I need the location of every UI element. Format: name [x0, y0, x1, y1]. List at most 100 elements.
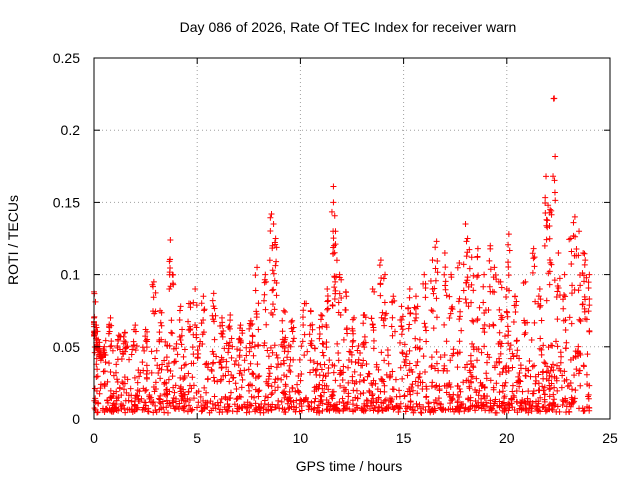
- data-point: [113, 361, 120, 368]
- data-point: [265, 353, 272, 360]
- data-point: [398, 323, 405, 330]
- data-point: [317, 392, 324, 399]
- data-point: [269, 349, 276, 356]
- data-point: [238, 384, 245, 391]
- data-point: [345, 356, 352, 363]
- data-point: [265, 376, 272, 383]
- data-point: [152, 308, 159, 315]
- data-point: [463, 253, 470, 260]
- data-point: [540, 403, 547, 410]
- data-point: [462, 364, 469, 371]
- data-point: [218, 330, 225, 337]
- data-point-peak: [536, 286, 543, 293]
- data-point: [248, 393, 255, 400]
- data-point: [434, 258, 441, 265]
- data-point: [571, 398, 578, 405]
- data-point: [249, 333, 256, 340]
- data-point: [177, 336, 184, 343]
- data-point: [266, 257, 273, 264]
- data-point: [167, 367, 174, 374]
- data-point: [460, 401, 467, 408]
- data-point-peak: [555, 249, 562, 256]
- data-point: [198, 320, 205, 327]
- data-point: [125, 397, 132, 404]
- data-point: [573, 366, 580, 373]
- data-point: [153, 347, 160, 354]
- data-point: [261, 342, 268, 349]
- data-point: [361, 377, 368, 384]
- data-point: [193, 302, 200, 309]
- data-point-peak: [115, 332, 122, 339]
- data-point: [223, 364, 230, 371]
- data-point: [447, 357, 454, 364]
- data-point: [474, 274, 481, 281]
- data-point: [255, 388, 262, 395]
- data-point: [255, 393, 262, 400]
- data-point: [456, 338, 463, 345]
- data-point: [370, 395, 377, 402]
- data-point: [323, 321, 330, 328]
- data-point: [342, 306, 349, 313]
- data-point: [346, 348, 353, 355]
- data-point-peak: [441, 249, 448, 256]
- data-point: [585, 308, 592, 315]
- data-point: [563, 376, 570, 383]
- data-point: [318, 393, 325, 400]
- data-point: [550, 391, 557, 398]
- data-point: [142, 387, 149, 394]
- data-point: [99, 405, 106, 412]
- data-point: [352, 359, 359, 366]
- data-point: [211, 393, 218, 400]
- data-point: [181, 391, 188, 398]
- data-point: [91, 385, 98, 392]
- y-tick-label: 0.2: [61, 122, 81, 138]
- data-point: [301, 352, 308, 359]
- data-point: [553, 362, 560, 369]
- data-point: [214, 378, 221, 385]
- data-point: [218, 396, 225, 403]
- data-point: [454, 264, 461, 271]
- data-point-peak: [468, 254, 475, 261]
- data-point: [278, 398, 285, 405]
- data-point: [406, 347, 413, 354]
- data-point: [316, 408, 323, 415]
- data-point: [282, 391, 289, 398]
- data-point: [433, 360, 440, 367]
- data-point: [546, 235, 553, 242]
- data-point: [553, 408, 560, 415]
- data-point: [529, 250, 536, 257]
- data-point: [509, 382, 516, 389]
- data-point: [516, 369, 523, 376]
- data-point: [480, 299, 487, 306]
- data-point: [118, 406, 125, 413]
- data-point: [165, 360, 172, 367]
- data-point: [262, 393, 269, 400]
- data-point: [577, 382, 584, 389]
- data-point: [188, 385, 195, 392]
- data-point: [441, 351, 448, 358]
- data-point: [522, 365, 529, 372]
- data-point: [284, 354, 291, 361]
- data-point: [261, 339, 268, 346]
- data-point: [281, 406, 288, 413]
- data-point: [247, 402, 254, 409]
- data-point: [330, 250, 337, 257]
- data-point: [318, 366, 325, 373]
- data-point: [548, 364, 555, 371]
- data-point: [428, 383, 435, 390]
- data-point: [396, 393, 403, 400]
- data-point: [454, 403, 461, 410]
- data-point-peak: [561, 271, 568, 278]
- data-point: [575, 252, 582, 259]
- data-point: [544, 407, 551, 414]
- data-point: [513, 338, 520, 345]
- data-point: [481, 343, 488, 350]
- data-point-peak: [369, 286, 376, 293]
- data-point: [131, 403, 138, 410]
- data-point: [263, 321, 270, 328]
- data-point: [94, 328, 101, 335]
- data-point: [433, 348, 440, 355]
- data-point: [562, 345, 569, 352]
- data-point: [187, 327, 194, 334]
- data-point: [241, 367, 248, 374]
